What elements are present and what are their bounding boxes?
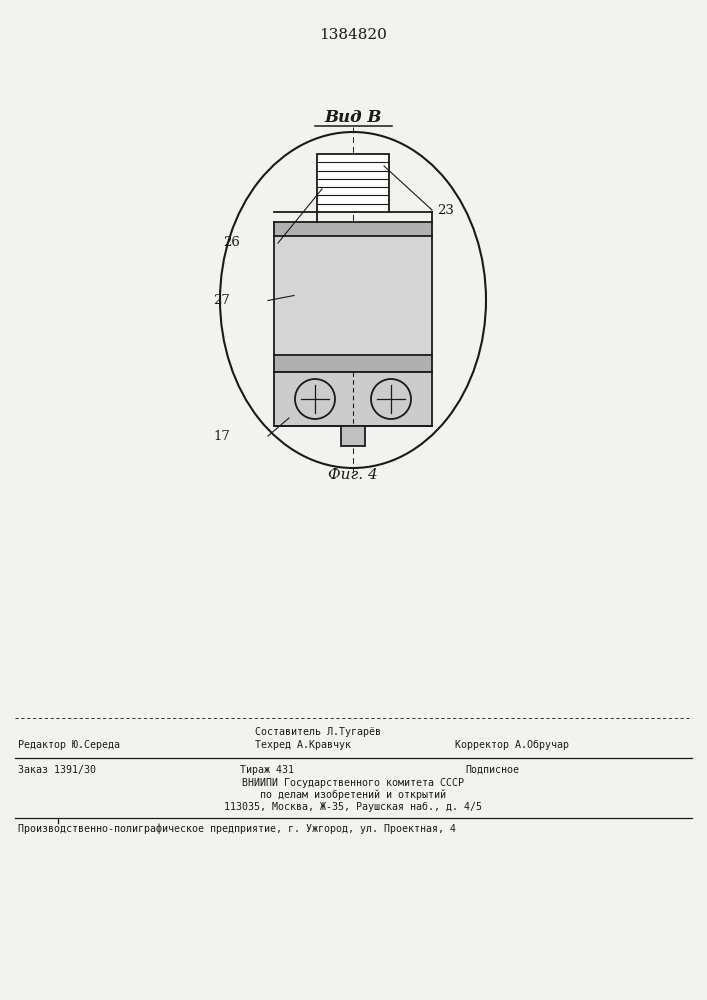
Bar [317,154,389,212]
Bar [274,222,432,236]
Bar [274,355,432,372]
Text: 1384820: 1384820 [319,28,387,42]
Text: по делам изобретений и открытий: по делам изобретений и открытий [260,790,446,800]
Text: 23: 23 [437,204,454,217]
Text: Техред А.Кравчук: Техред А.Кравчук [255,740,351,750]
Text: Заказ 1391/30: Заказ 1391/30 [18,765,96,775]
Bar [274,236,432,355]
Text: Составитель Л.Тугарёв: Составитель Л.Тугарёв [255,727,381,737]
Text: Фиг. 4: Фиг. 4 [328,468,378,482]
Text: Подписное: Подписное [465,765,519,775]
Text: Редактор Ю.Середа: Редактор Ю.Середа [18,740,120,750]
Bar [274,372,432,426]
Text: Тираж 431: Тираж 431 [240,765,294,775]
Text: Вид В: Вид В [325,109,382,126]
Text: 113035, Москва, Ж-35, Раушская наб., д. 4/5: 113035, Москва, Ж-35, Раушская наб., д. … [224,802,482,812]
Text: Производственно-полиграфическое предприятие, г. Ужгород, ул. Проектная, 4: Производственно-полиграфическое предприя… [18,824,456,834]
Text: Корректор А.Обручар: Корректор А.Обручар [455,740,569,750]
Text: 26: 26 [223,236,240,249]
Bar [341,426,365,446]
Text: ВНИИПИ Государственного комитета СССР: ВНИИПИ Государственного комитета СССР [242,778,464,788]
Text: 27: 27 [213,294,230,307]
Text: 17: 17 [213,430,230,442]
